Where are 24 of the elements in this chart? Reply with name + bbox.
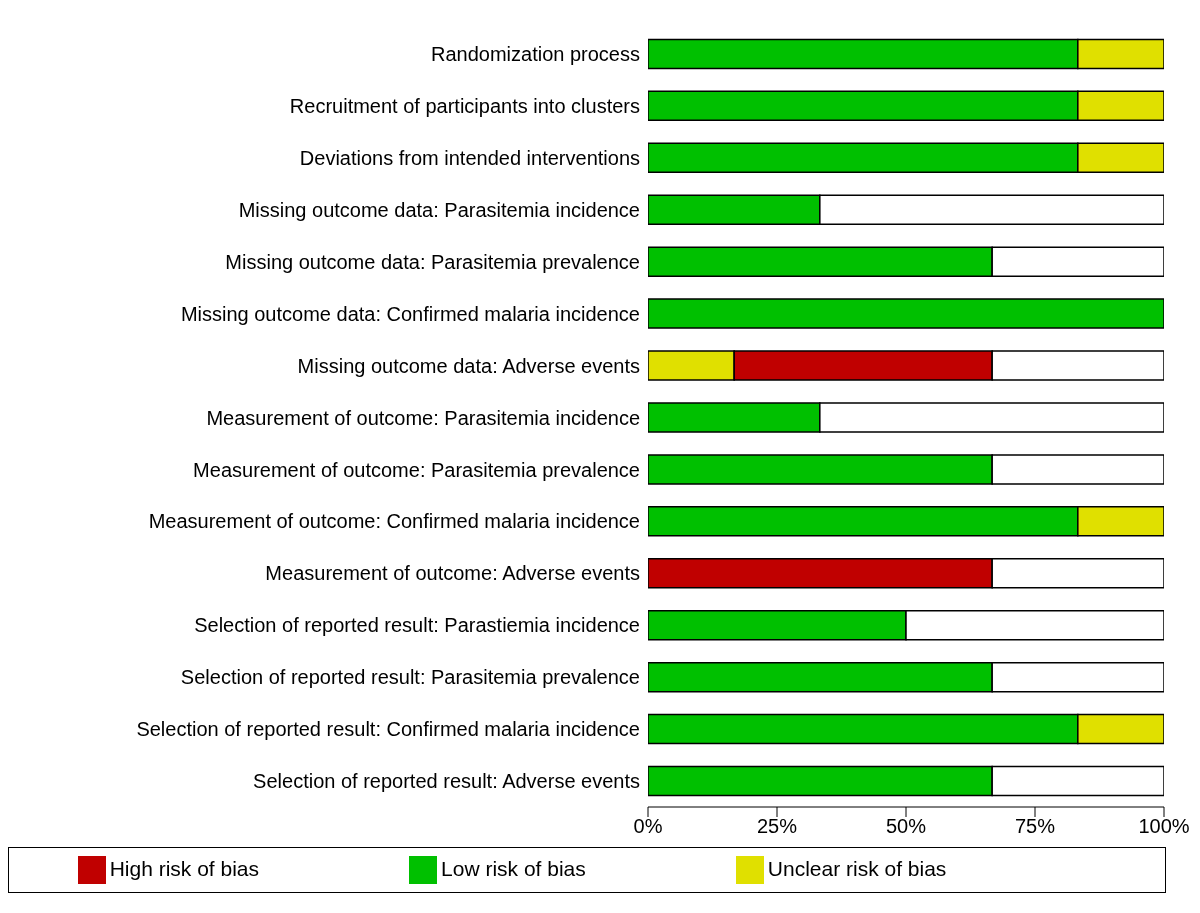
y-tick-label: Measurement of outcome: Parasitemia prevalence bbox=[193, 458, 640, 481]
y-tick-label: Selection of reported result: Confirmed malaria incidence bbox=[136, 718, 640, 741]
x-tick-label: 75% bbox=[1014, 815, 1056, 838]
y-tick-label: Missing outcome data: Parasitemia incidence bbox=[238, 198, 640, 221]
y-tick-label: Selection of reported result: Adverse events bbox=[253, 770, 640, 793]
y-tick-label: Missing outcome data: Parasitemia prevalence bbox=[225, 250, 640, 273]
y-tick-label: Deviations from intended interventions bbox=[299, 146, 640, 169]
y-tick-label: Selection of reported result: Parasitemia prevalence bbox=[180, 666, 640, 689]
x-tick-label: 100% bbox=[1138, 815, 1190, 838]
y-tick-label: Missing outcome data: Confirmed malaria incidence bbox=[180, 302, 640, 325]
y-tick-label: Measurement of outcome: Adverse events bbox=[265, 562, 640, 585]
y-tick-label: Measurement of outcome: Parasitemia incidence bbox=[206, 406, 640, 429]
x-tick-label: 50% bbox=[885, 815, 927, 838]
y-tick-label: Recruitment of participants into clusters bbox=[289, 95, 640, 117]
bar bbox=[648, 298, 1164, 329]
legend-label: High risk of bias bbox=[109, 856, 260, 880]
y-tick-label: Randomization process bbox=[431, 43, 640, 66]
x-tick-label: 0% bbox=[633, 815, 663, 838]
legend-label: Unclear risk of bias bbox=[767, 856, 947, 880]
y-tick-label: Selection of reported result: Parastiemia incidence bbox=[194, 614, 640, 637]
y-tick-label: Measurement of outcome: Confirmed malaria incidence bbox=[148, 510, 640, 533]
legend-label: Low risk of bias bbox=[441, 856, 586, 880]
y-tick-label: Missing outcome data: Adverse events bbox=[297, 354, 640, 377]
x-tick-label: 25% bbox=[756, 815, 798, 838]
